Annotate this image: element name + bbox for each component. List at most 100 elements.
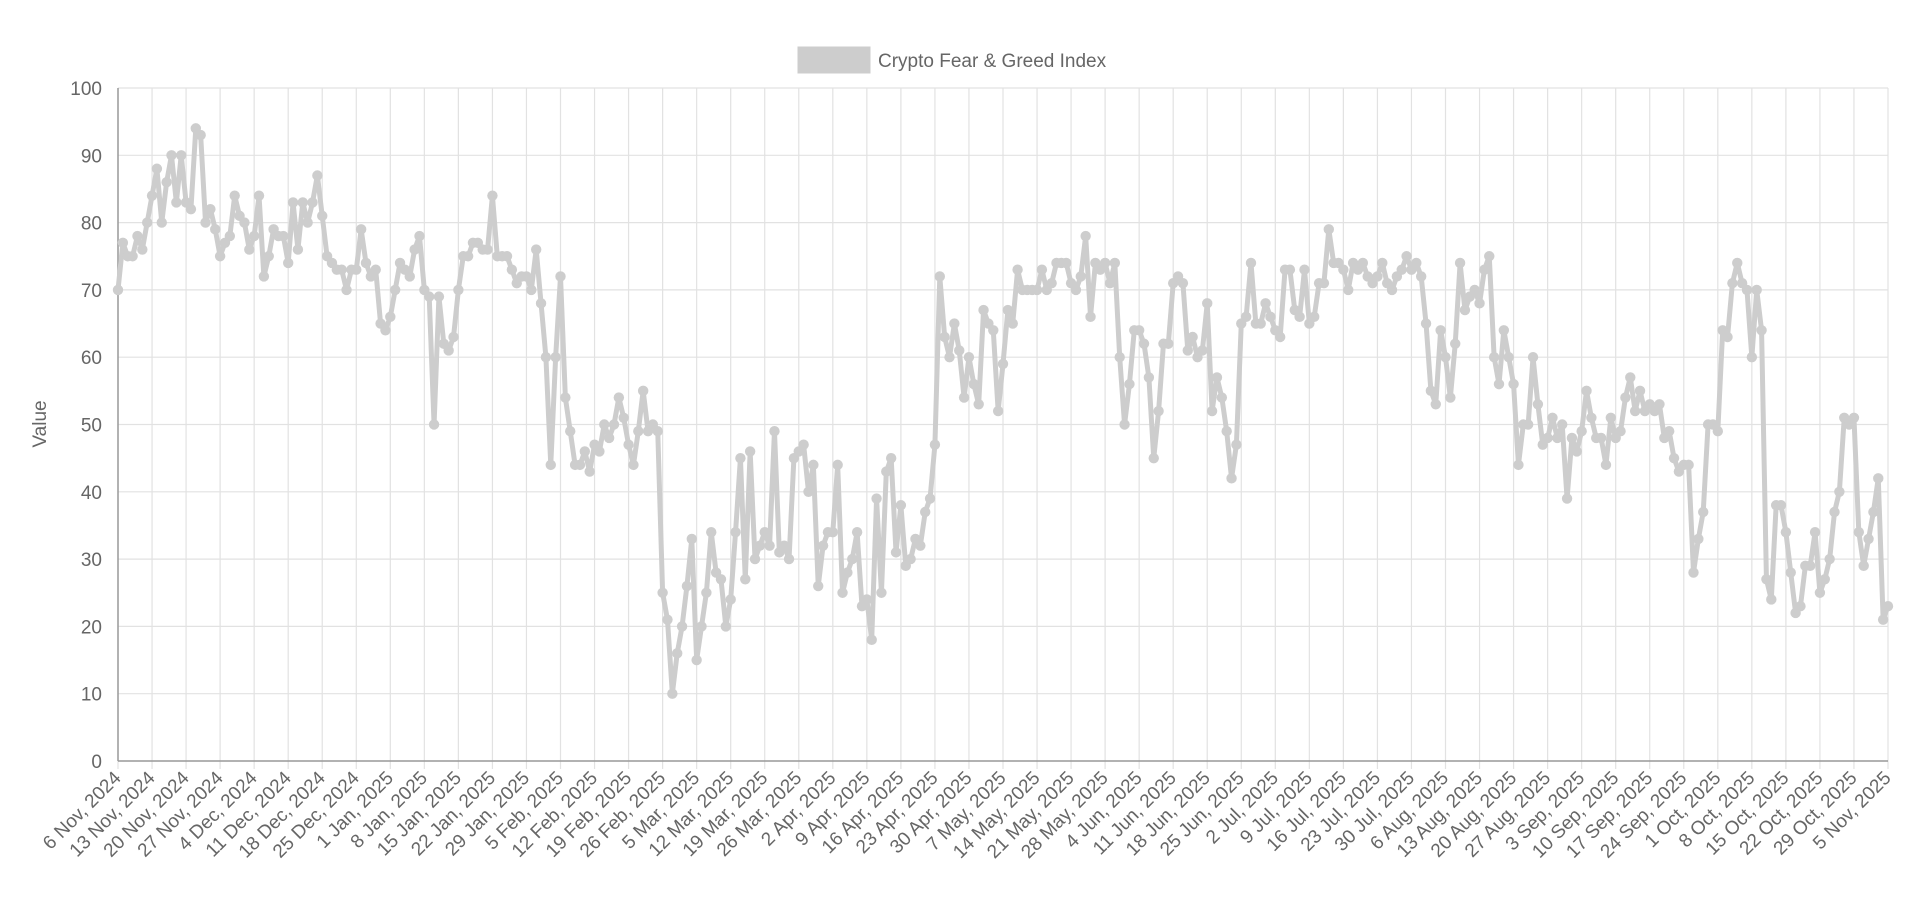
data-point[interactable]	[1722, 331, 1733, 343]
data-point[interactable]	[433, 291, 445, 302]
data-point[interactable]	[443, 345, 454, 356]
data-point[interactable]	[876, 587, 887, 598]
data-point[interactable]	[336, 264, 347, 275]
data-point[interactable]	[1746, 352, 1758, 363]
data-point[interactable]	[1561, 493, 1573, 504]
data-point[interactable]	[1211, 372, 1223, 383]
data-point[interactable]	[1070, 284, 1082, 296]
data-point[interactable]	[428, 419, 440, 430]
data-point[interactable]	[409, 244, 420, 255]
data-point[interactable]	[1075, 271, 1087, 282]
data-point[interactable]	[924, 493, 936, 504]
data-point[interactable]	[287, 197, 299, 208]
data-point[interactable]	[385, 311, 396, 323]
data-point[interactable]	[1479, 264, 1490, 275]
data-point[interactable]	[885, 452, 897, 464]
data-point[interactable]	[244, 244, 255, 255]
data-point[interactable]	[1858, 560, 1869, 572]
data-point[interactable]	[1712, 426, 1724, 437]
data-point[interactable]	[506, 264, 518, 275]
data-point[interactable]	[1338, 264, 1349, 275]
data-point[interactable]	[1615, 426, 1626, 437]
data-point[interactable]	[1177, 277, 1189, 289]
data-point[interactable]	[842, 567, 853, 578]
data-point[interactable]	[1780, 526, 1792, 538]
legend-label[interactable]: Crypto Fear & Greed Index	[878, 51, 1107, 72]
data-point[interactable]	[1425, 385, 1437, 397]
data-point[interactable]	[317, 210, 328, 222]
data-point[interactable]	[1309, 311, 1320, 323]
data-point[interactable]	[1571, 446, 1582, 457]
data-point[interactable]	[224, 230, 236, 242]
data-point[interactable]	[667, 688, 678, 699]
data-point[interactable]	[1698, 506, 1709, 518]
data-point[interactable]	[253, 190, 265, 201]
data-point[interactable]	[176, 150, 187, 161]
data-point[interactable]	[127, 251, 138, 262]
data-point[interactable]	[1727, 277, 1738, 289]
data-point[interactable]	[1114, 352, 1125, 363]
data-point[interactable]	[1484, 251, 1495, 262]
data-point[interactable]	[141, 217, 153, 228]
data-point[interactable]	[1401, 251, 1412, 262]
data-point[interactable]	[803, 486, 814, 497]
data-point[interactable]	[370, 264, 381, 275]
data-point[interactable]	[1751, 284, 1762, 296]
data-point[interactable]	[662, 614, 673, 625]
data-point[interactable]	[866, 634, 877, 646]
data-point[interactable]	[1819, 574, 1830, 585]
data-point[interactable]	[1284, 264, 1296, 275]
data-point[interactable]	[1474, 298, 1485, 309]
data-point[interactable]	[341, 284, 352, 296]
data-point[interactable]	[1581, 385, 1592, 397]
data-point[interactable]	[1668, 452, 1680, 464]
data-point[interactable]	[1445, 392, 1456, 403]
data-point[interactable]	[1002, 304, 1014, 316]
data-point[interactable]	[1046, 277, 1057, 289]
data-point[interactable]	[594, 446, 605, 457]
data-point[interactable]	[258, 271, 270, 282]
data-point[interactable]	[920, 506, 931, 518]
data-point[interactable]	[239, 217, 250, 228]
data-point[interactable]	[1372, 271, 1383, 282]
data-point[interactable]	[1202, 298, 1213, 309]
data-point[interactable]	[1809, 526, 1821, 538]
data-point[interactable]	[1663, 426, 1675, 437]
data-point[interactable]	[701, 587, 712, 598]
data-point[interactable]	[501, 251, 513, 262]
data-point[interactable]	[360, 257, 372, 269]
data-point[interactable]	[929, 439, 941, 450]
data-point[interactable]	[851, 526, 863, 538]
data-point[interactable]	[1469, 284, 1480, 296]
data-point[interactable]	[1493, 378, 1505, 390]
data-point[interactable]	[1119, 419, 1130, 430]
data-point[interactable]	[1085, 311, 1096, 323]
data-point[interactable]	[1206, 405, 1218, 417]
data-point[interactable]	[1848, 412, 1860, 423]
data-point[interactable]	[1153, 405, 1164, 417]
data-point[interactable]	[686, 533, 697, 545]
data-point[interactable]	[1163, 338, 1174, 349]
data-point[interactable]	[156, 217, 167, 228]
data-point[interactable]	[681, 580, 693, 592]
data-point[interactable]	[1693, 533, 1704, 545]
data-point[interactable]	[146, 190, 158, 201]
data-point[interactable]	[997, 358, 1009, 370]
data-point[interactable]	[827, 526, 839, 538]
data-point[interactable]	[1508, 378, 1519, 390]
data-point[interactable]	[482, 244, 493, 255]
data-point[interactable]	[744, 446, 756, 457]
data-point[interactable]	[1430, 399, 1441, 410]
data-point[interactable]	[1877, 614, 1889, 625]
data-point[interactable]	[905, 553, 916, 565]
data-point[interactable]	[608, 419, 620, 430]
data-point[interactable]	[1756, 325, 1767, 336]
data-point[interactable]	[992, 405, 1004, 417]
data-point[interactable]	[1683, 459, 1694, 471]
data-point[interactable]	[195, 129, 206, 141]
data-point[interactable]	[380, 325, 391, 336]
data-point[interactable]	[613, 392, 625, 403]
data-point[interactable]	[526, 284, 537, 296]
data-point[interactable]	[1576, 426, 1587, 437]
data-point[interactable]	[618, 412, 629, 423]
